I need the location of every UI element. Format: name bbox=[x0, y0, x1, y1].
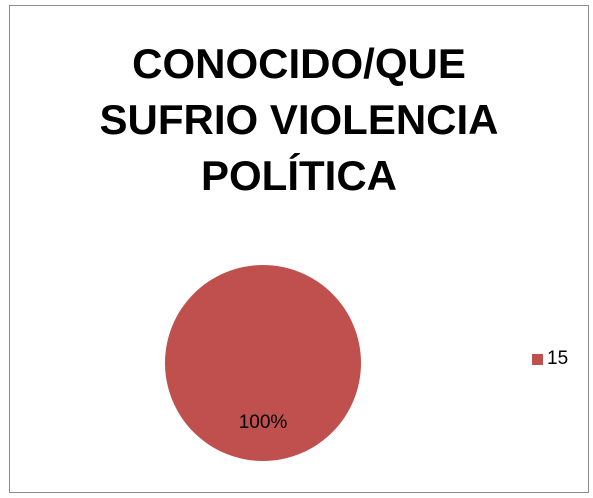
chart-title-line-2: SUFRIO VIOLENCIA bbox=[99, 96, 499, 143]
chart-title-line-3: POLÍTICA bbox=[201, 152, 397, 199]
pie-slice-0 bbox=[165, 265, 361, 461]
pie-slices bbox=[165, 265, 361, 461]
chart-title: CONOCIDO/QUE SUFRIO VIOLENCIA POLÍTICA bbox=[10, 36, 588, 204]
legend-swatch bbox=[532, 353, 543, 365]
pie-slice-label: 100% bbox=[239, 412, 288, 433]
chart-legend: 15 bbox=[532, 348, 568, 370]
chart-frame: CONOCIDO/QUE SUFRIO VIOLENCIA POLÍTICA 1… bbox=[9, 5, 589, 493]
pie-chart: 100% bbox=[165, 265, 361, 461]
chart-title-line-1: CONOCIDO/QUE bbox=[132, 40, 466, 87]
legend-label: 15 bbox=[547, 348, 569, 369]
